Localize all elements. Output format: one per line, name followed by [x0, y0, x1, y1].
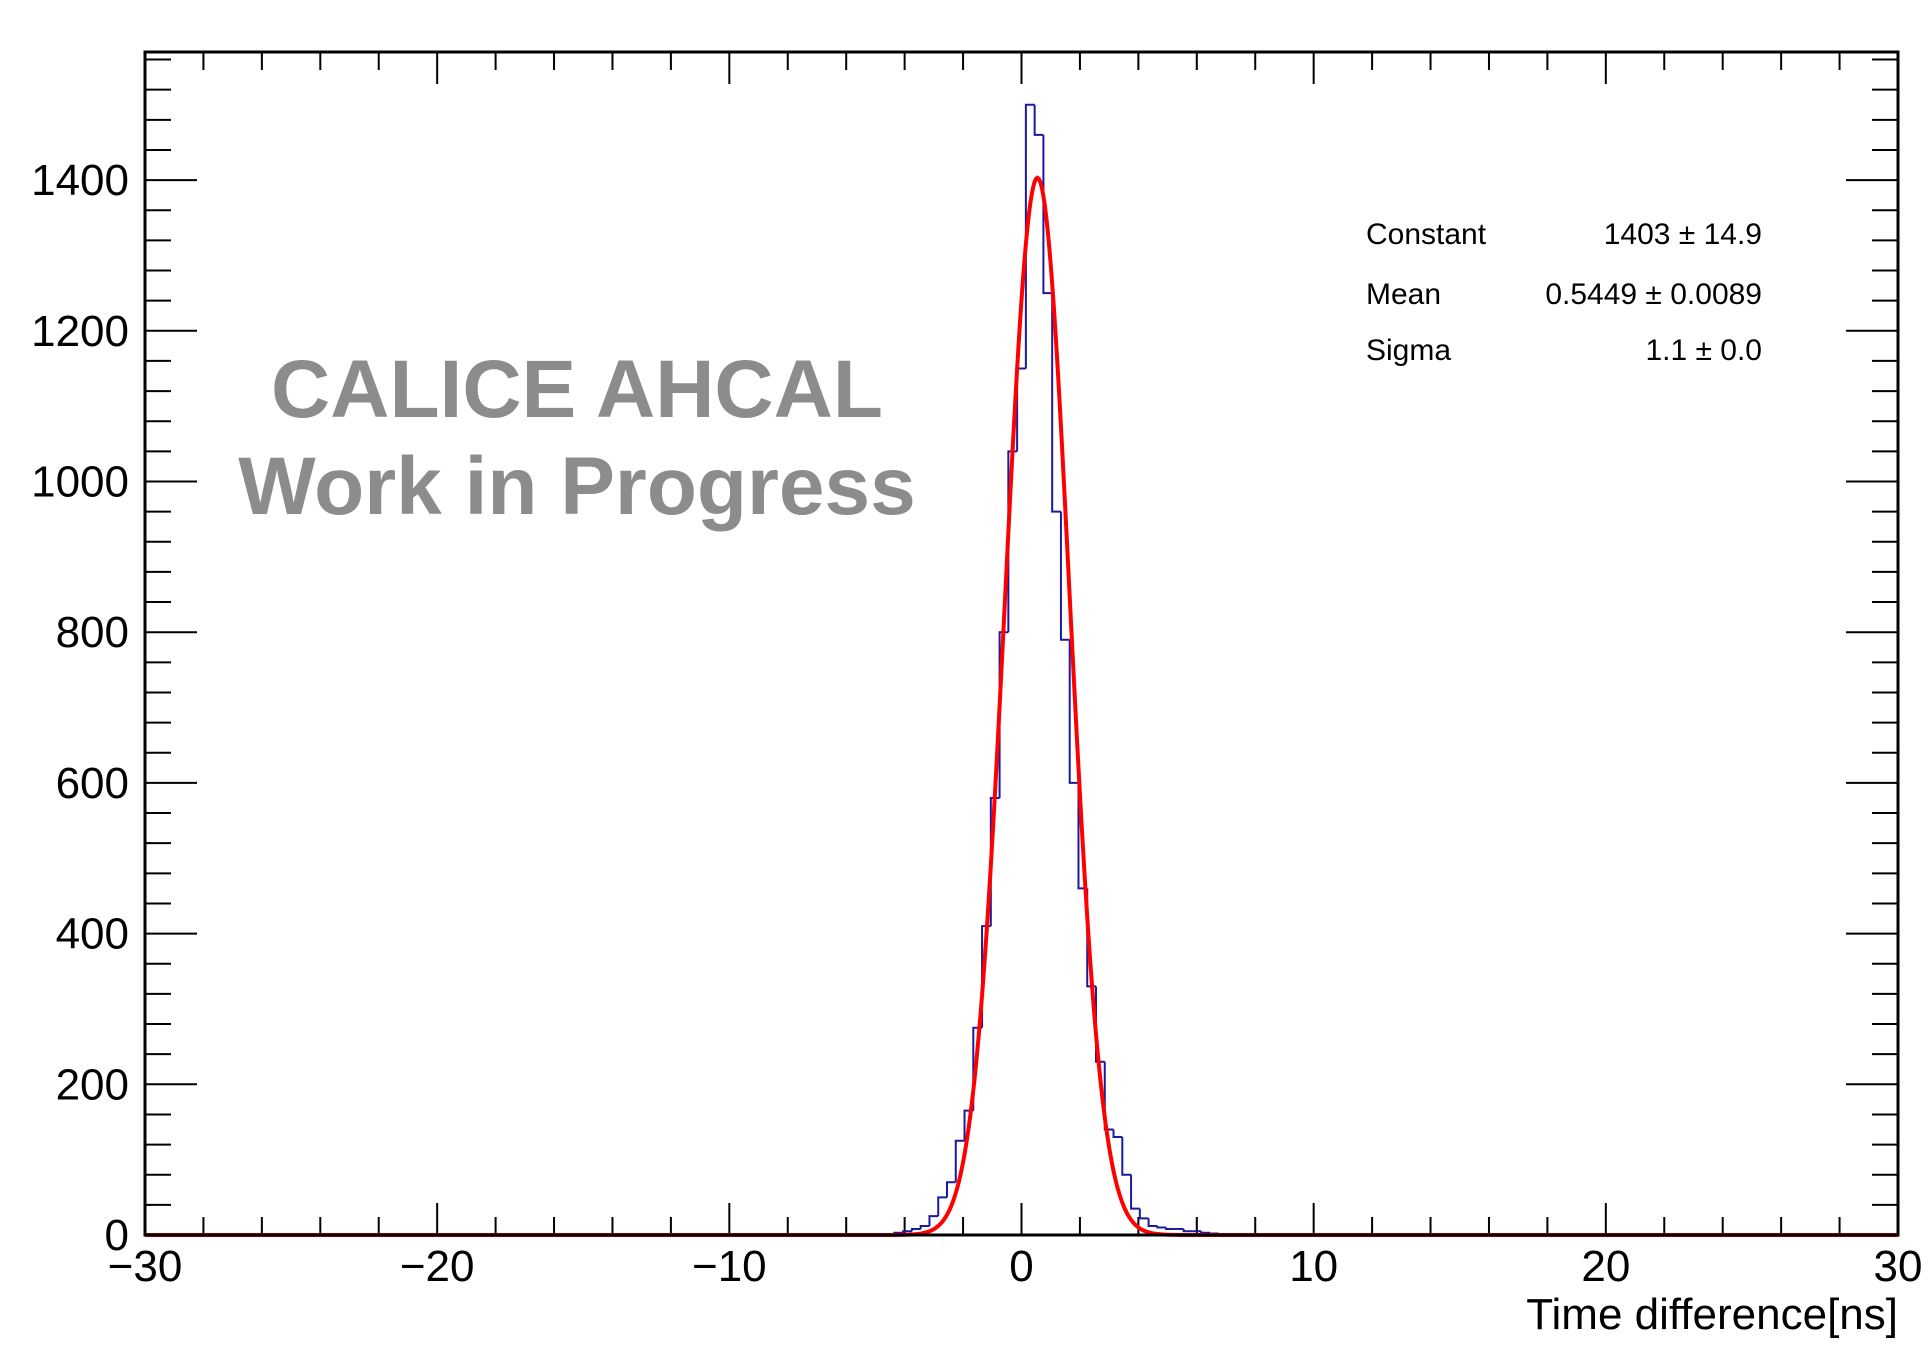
watermark-line-1: CALICE AHCAL	[271, 344, 883, 435]
histogram-bin	[1165, 1227, 1175, 1230]
y-tick-label: 200	[56, 1060, 129, 1109]
histogram-bin	[1138, 1208, 1149, 1220]
stat-label-mean: Mean	[1366, 278, 1441, 311]
x-tick-label: −20	[400, 1242, 475, 1291]
histogram-bin	[1112, 1129, 1123, 1139]
x-tick-label: 10	[1289, 1242, 1338, 1291]
histogram-bin	[910, 1227, 921, 1232]
stat-label-sigma: Sigma	[1366, 334, 1451, 367]
y-tick-label: 600	[56, 759, 129, 808]
histogram-bin	[1147, 1218, 1158, 1227]
histogram-bin	[1059, 511, 1070, 641]
y-tick-label: 1000	[31, 457, 129, 506]
histogram-bin	[1156, 1225, 1167, 1229]
histogram-bin	[1068, 639, 1079, 784]
gaussian-fit-curve	[145, 175, 1898, 1237]
histogram-bin	[1130, 1174, 1140, 1210]
y-tick-label: 1200	[31, 307, 129, 356]
stat-value-sigma: 1.1 ± 0.0	[1645, 334, 1762, 367]
tick-labels: −30 −20 −10 0 10 20 30 0 200 400 600 800 1000 1200 140…	[31, 156, 1922, 1291]
y-tick-label: 400	[56, 910, 129, 959]
plot-frame	[143, 50, 1900, 1237]
x-tick-label: −30	[108, 1242, 183, 1291]
histogram-bin	[1033, 104, 1044, 136]
histogram-bin	[919, 1224, 930, 1229]
stat-value-constant: 1403 ± 14.9	[1604, 218, 1762, 251]
histogram-bin	[937, 1196, 947, 1217]
x-tick-label: 20	[1581, 1242, 1630, 1291]
histogram-bin	[1024, 103, 1035, 369]
x-tick-label: 30	[1874, 1242, 1923, 1291]
gaussian-fit-series	[145, 175, 1898, 1237]
axis-ticks	[144, 52, 1899, 1236]
histogram-bin	[945, 1181, 956, 1198]
histogram-bin	[954, 1139, 965, 1183]
stat-label-constant: Constant	[1366, 218, 1487, 251]
histogram-bin	[1182, 1228, 1193, 1233]
histogram-bin	[1200, 1231, 1210, 1234]
histogram-bin	[902, 1230, 912, 1233]
x-tick-label: 0	[1009, 1242, 1033, 1291]
y-tick-label: 0	[105, 1211, 129, 1260]
x-tick-label: −10	[692, 1242, 767, 1291]
watermark-line-2: Work in Progress	[238, 441, 915, 532]
stat-value-mean: 0.5449 ± 0.0089	[1545, 278, 1762, 311]
histogram-bin	[1121, 1137, 1132, 1176]
fit-stats-box: Constant 1403 ± 14.9 Mean 0.5449 ± 0.008…	[1366, 218, 1762, 367]
y-tick-label: 800	[56, 608, 129, 657]
histogram-bin	[928, 1215, 939, 1226]
histogram-bin	[1051, 293, 1061, 513]
x-axis-title: Time difference[ns]	[1526, 1290, 1898, 1339]
y-tick-label: 1400	[31, 156, 129, 205]
